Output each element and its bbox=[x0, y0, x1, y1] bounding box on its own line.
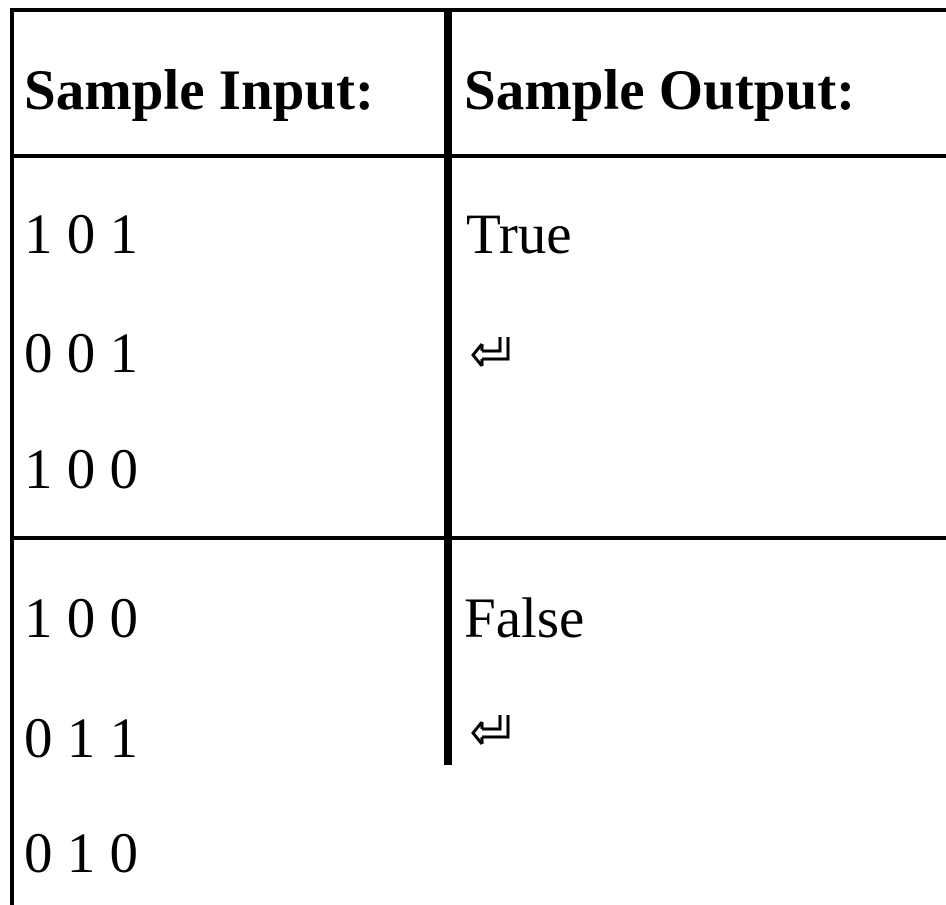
return-icon bbox=[471, 715, 510, 745]
input-line: 0 0 1 bbox=[24, 322, 138, 385]
return-icon bbox=[471, 337, 510, 367]
input-line: 0 1 1 bbox=[24, 707, 138, 770]
header-divider bbox=[12, 154, 946, 158]
input-line: 1 0 0 bbox=[24, 438, 138, 501]
output-value: False bbox=[464, 587, 585, 650]
row-divider bbox=[12, 536, 946, 540]
input-line: 1 0 1 bbox=[24, 203, 138, 266]
header-sample-output: Sample Output: bbox=[464, 59, 856, 122]
input-line: 1 0 0 bbox=[24, 587, 138, 650]
input-line: 0 1 0 bbox=[24, 822, 138, 885]
header-sample-input: Sample Input: bbox=[24, 59, 375, 122]
output-value: True bbox=[466, 203, 572, 266]
table-border-left bbox=[10, 8, 14, 905]
column-divider bbox=[444, 8, 452, 765]
table-border-top bbox=[12, 8, 946, 12]
